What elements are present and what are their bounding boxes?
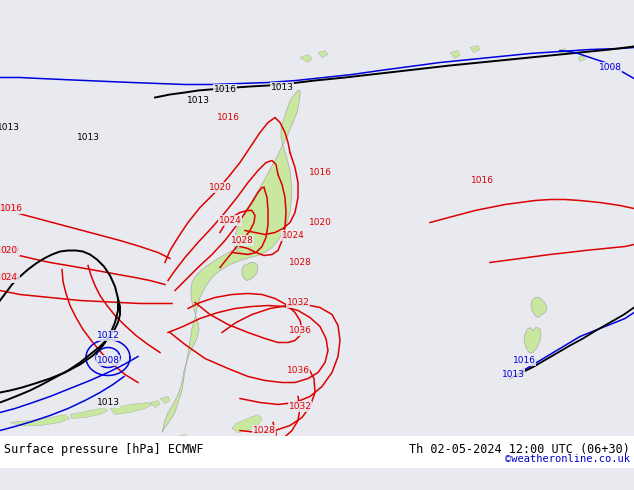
Text: 1013: 1013 [0,123,20,132]
Text: 1013: 1013 [271,83,294,92]
Polygon shape [160,396,170,403]
Polygon shape [318,50,328,57]
Text: 1024: 1024 [0,273,20,282]
Polygon shape [531,297,547,318]
Text: 024: 024 [0,273,17,282]
Bar [0,436,634,467]
Polygon shape [232,415,262,433]
Text: 1013: 1013 [501,370,524,379]
Polygon shape [578,55,585,62]
Text: 1016: 1016 [214,85,236,94]
Text: 1016: 1016 [0,204,20,213]
Polygon shape [10,415,70,425]
Polygon shape [470,46,480,52]
Text: Surface pressure [hPa] ECMWF: Surface pressure [hPa] ECMWF [4,443,204,456]
Text: Th 02-05-2024 12:00 UTC (06+30): Th 02-05-2024 12:00 UTC (06+30) [409,443,630,456]
Text: 1024: 1024 [281,231,304,240]
Text: 1013: 1013 [186,96,209,105]
Polygon shape [242,263,258,280]
Polygon shape [450,50,460,58]
Text: 1032: 1032 [287,298,309,307]
Text: 1013: 1013 [96,398,119,407]
Text: 1016: 1016 [216,113,240,122]
Text: 1024: 1024 [219,216,242,225]
Polygon shape [300,54,312,63]
Text: 1013: 1013 [77,133,100,142]
Text: 020: 020 [0,246,17,255]
Polygon shape [110,402,152,415]
Text: 992: 992 [611,448,628,457]
Text: 1016: 1016 [470,176,493,185]
Text: 1028: 1028 [252,426,275,435]
Text: 1016: 1016 [0,204,23,213]
Text: 1020: 1020 [209,183,231,192]
Text: 1036: 1036 [287,366,309,375]
Text: ©weatheronline.co.uk: ©weatheronline.co.uk [505,454,630,464]
Polygon shape [524,327,541,352]
Text: 1028: 1028 [231,236,254,245]
Text: 1012: 1012 [96,331,119,340]
Polygon shape [150,400,160,408]
Polygon shape [70,408,108,418]
Text: 1020: 1020 [0,246,20,255]
Text: 1008: 1008 [96,356,119,365]
Text: 1016: 1016 [512,356,536,365]
Text: 1036: 1036 [288,326,311,335]
Polygon shape [175,435,190,444]
Text: 1020: 1020 [309,218,332,227]
Polygon shape [560,49,567,54]
Text: 1032: 1032 [288,402,311,411]
Polygon shape [162,91,300,433]
Text: 1008: 1008 [598,63,621,72]
Text: 1028: 1028 [288,258,311,267]
Text: 1016: 1016 [309,168,332,177]
